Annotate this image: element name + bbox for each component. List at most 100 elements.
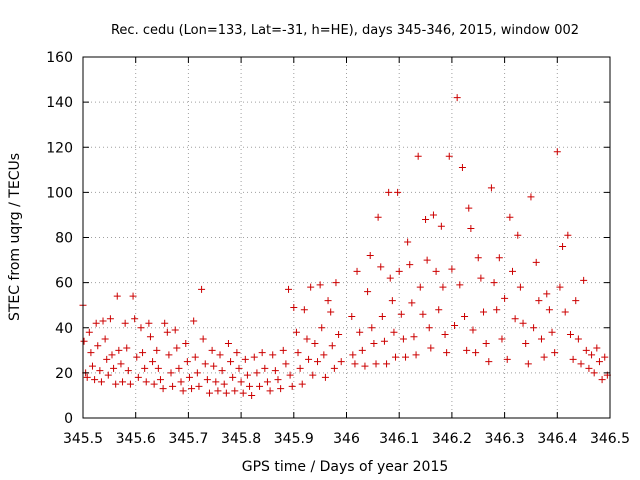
chart-title: Rec. cedu (Lon=133, Lat=-31, h=HE), days…	[111, 23, 579, 38]
data-point	[231, 387, 239, 395]
data-point	[572, 297, 580, 305]
data-point	[113, 292, 121, 300]
data-point	[425, 324, 433, 332]
data-points	[79, 94, 611, 399]
data-point	[532, 258, 540, 266]
data-point	[85, 328, 93, 336]
data-point	[566, 331, 574, 339]
data-point	[169, 382, 177, 390]
data-point	[171, 326, 179, 334]
data-point	[390, 328, 398, 336]
x-tick-label: 345.7	[168, 431, 208, 447]
data-point	[416, 283, 424, 291]
data-point	[412, 351, 420, 359]
data-point	[243, 371, 251, 379]
data-point	[179, 387, 187, 395]
data-point	[88, 362, 96, 370]
y-tick-label: 140	[46, 95, 73, 111]
data-point	[448, 265, 456, 273]
data-point	[305, 355, 313, 363]
data-point	[540, 353, 548, 361]
data-point	[383, 360, 391, 368]
data-point	[154, 364, 162, 372]
data-point	[374, 213, 382, 221]
data-point	[318, 324, 326, 332]
data-point	[380, 337, 388, 345]
x-tick-label: 346	[333, 431, 360, 447]
data-point	[501, 294, 509, 302]
data-point	[145, 319, 153, 327]
data-point	[377, 263, 385, 271]
data-point	[150, 380, 158, 388]
data-point	[402, 353, 410, 361]
data-point	[229, 373, 237, 381]
gridlines	[83, 57, 610, 418]
y-tick-label: 120	[46, 140, 73, 156]
data-point	[182, 340, 190, 348]
data-point	[269, 351, 277, 359]
data-point	[595, 358, 603, 366]
data-point	[117, 360, 125, 368]
data-point	[222, 389, 230, 397]
data-point	[110, 364, 118, 372]
data-point	[545, 306, 553, 314]
data-point	[598, 376, 606, 384]
data-point	[503, 355, 511, 363]
data-point	[123, 344, 131, 352]
data-point	[292, 328, 300, 336]
data-point	[337, 358, 345, 366]
data-point	[185, 373, 193, 381]
data-point	[394, 188, 402, 196]
x-tick-label: 346.2	[432, 431, 472, 447]
data-point	[332, 279, 340, 287]
data-point	[193, 369, 201, 377]
data-point	[395, 267, 403, 275]
data-point	[167, 369, 175, 377]
data-point	[335, 331, 343, 339]
data-point	[410, 333, 418, 341]
data-point	[516, 283, 524, 291]
data-point	[96, 367, 104, 375]
data-point	[370, 340, 378, 348]
data-point	[453, 94, 461, 102]
data-point	[353, 267, 361, 275]
data-point	[472, 349, 480, 357]
data-point	[577, 360, 585, 368]
data-point	[551, 349, 559, 357]
data-point	[248, 391, 256, 399]
data-point	[385, 188, 393, 196]
data-point	[253, 369, 261, 377]
data-point	[456, 281, 464, 289]
data-point	[509, 267, 517, 275]
y-tick-label: 60	[55, 276, 73, 292]
x-tick-label: 345.5	[63, 431, 103, 447]
data-point	[137, 324, 145, 332]
data-point	[300, 306, 308, 314]
data-point	[351, 360, 359, 368]
data-point	[261, 364, 269, 372]
data-point	[429, 211, 437, 219]
data-point	[530, 324, 538, 332]
data-point	[191, 353, 199, 361]
data-point	[183, 358, 191, 366]
data-point	[208, 346, 216, 354]
data-point	[419, 310, 427, 318]
data-point	[392, 353, 400, 361]
data-point	[159, 385, 167, 393]
data-point	[372, 360, 380, 368]
data-point	[258, 349, 266, 357]
data-point	[246, 382, 254, 390]
data-point	[103, 355, 111, 363]
data-point	[432, 267, 440, 275]
data-point	[348, 312, 356, 320]
x-tick-label: 346.5	[590, 431, 630, 447]
data-point	[214, 387, 222, 395]
tick-marks	[82, 56, 611, 419]
data-point	[237, 378, 245, 386]
data-point	[205, 389, 213, 397]
data-point	[487, 184, 495, 192]
data-point	[177, 378, 185, 386]
data-point	[309, 371, 317, 379]
data-point	[386, 274, 394, 282]
data-point	[80, 337, 88, 345]
